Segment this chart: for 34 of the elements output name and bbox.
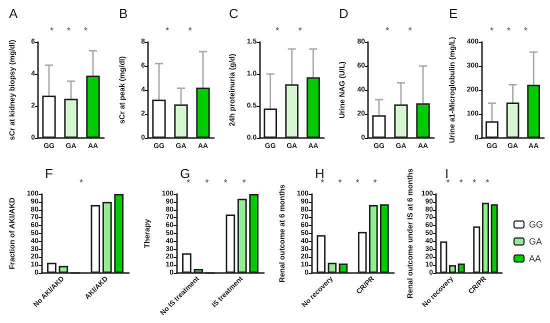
- text: *: [298, 26, 302, 36]
- text: *: [507, 26, 511, 36]
- text: *: [50, 26, 54, 36]
- text: *: [166, 26, 170, 36]
- text: *: [356, 178, 360, 188]
- text: *: [186, 178, 191, 188]
- legend-label: AA: [529, 254, 542, 264]
- chart-title: C: [229, 6, 238, 21]
- text: *: [459, 178, 464, 188]
- text: *: [84, 26, 88, 36]
- text: *: [242, 178, 246, 188]
- text: *: [80, 178, 84, 188]
- text: *: [67, 26, 71, 36]
- chart-title: B: [119, 6, 128, 21]
- chart-title: F: [45, 166, 53, 181]
- chart-title: E: [449, 6, 458, 21]
- chart-title: A: [9, 6, 18, 21]
- legend-label: GA: [529, 236, 542, 246]
- text: *: [446, 178, 450, 188]
- text: *: [188, 26, 192, 36]
- text: *: [276, 26, 280, 36]
- text: *: [373, 178, 378, 188]
- text: *: [224, 178, 228, 188]
- text: *: [386, 26, 390, 36]
- text: *: [486, 178, 490, 188]
- text: *: [408, 26, 412, 36]
- chart-title: D: [339, 6, 348, 21]
- text: *: [490, 26, 494, 36]
- text: *: [472, 178, 477, 188]
- legend-label: GG: [529, 220, 544, 230]
- text: *: [205, 178, 210, 188]
- text: *: [320, 178, 325, 188]
- text: *: [338, 178, 342, 188]
- text: *: [524, 26, 528, 36]
